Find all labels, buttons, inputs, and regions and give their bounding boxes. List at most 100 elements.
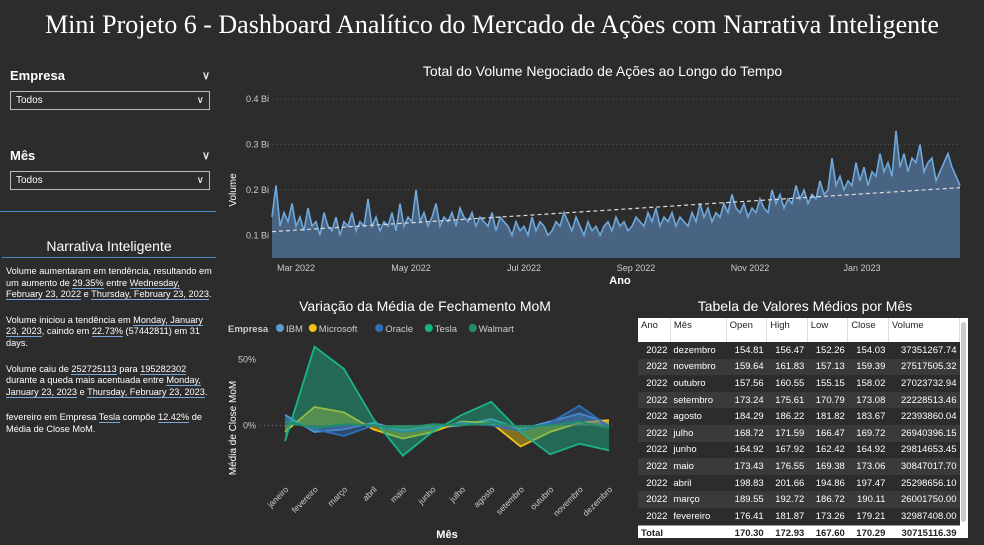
table-cell: 169.38: [815, 460, 845, 472]
slicer-mes-dropdown[interactable]: Todos ∨: [10, 171, 210, 190]
dashboard-title: Mini Projeto 6 - Dashboard Analítico do …: [45, 10, 939, 39]
series-line-microsoft: [284, 406, 610, 448]
table-row[interactable]: 2022 março 189.55 192.72 186.72 190.11 2600175…: [638, 491, 960, 508]
table-cell: 2022: [646, 361, 668, 373]
series-line-tesla: [284, 345, 610, 457]
table-cell: fevereiro: [673, 510, 711, 522]
volume-chart[interactable]: Volume Ano 0.1 Bi 0.2 Bi 0.3 Bi 0.4 Bi Mar …: [222, 80, 982, 290]
table-cell: 156.47: [775, 344, 805, 356]
column-header[interactable]: High: [766, 318, 808, 342]
table-row[interactable]: 2022 agosto 184.29 186.22 181.82 183.67 223938…: [638, 408, 960, 425]
narrative-paragraph: Volume caiu de 252725113 para 195282302 …: [6, 363, 208, 398]
table-row[interactable]: 2022 outubro 157.56 160.55 155.15 158.02 27023…: [638, 375, 960, 392]
legend-label: Oracle: [385, 324, 413, 335]
table-row[interactable]: 2022 fevereiro 176.41 181.87 173.26 179.21 329…: [638, 507, 960, 526]
table-cell: 27023732.94: [901, 377, 957, 389]
chevron-down-icon[interactable]: ∨: [201, 69, 210, 82]
x-tick-label: novembro: [551, 484, 585, 518]
series-line-walmart: [284, 420, 610, 430]
legend-label: IBM: [286, 324, 303, 335]
dropdown-arrow-icon[interactable]: ∨: [196, 175, 204, 186]
x-tick-label: maio: [388, 484, 408, 504]
legend-marker: [468, 324, 477, 332]
table-cell: agosto: [673, 411, 702, 423]
column-header[interactable]: Open: [726, 318, 768, 342]
column-header[interactable]: Ano: [638, 318, 671, 342]
summary-table[interactable]: Ano Mês Open High Low Close Volume 2022 dezembr…: [638, 318, 968, 538]
dropdown-arrow-icon[interactable]: ∨: [196, 95, 204, 106]
table-total-cell: 170.29: [847, 524, 889, 538]
mom-chart-title: Variação da Média de Fechamento MoM: [299, 298, 551, 314]
table-cell: 2022: [646, 377, 668, 389]
table-cell: junho: [673, 444, 697, 456]
table-cell: 155.15: [815, 377, 845, 389]
table-cell: julho: [673, 427, 694, 439]
table-cell: 168.72: [734, 427, 764, 439]
table-row[interactable]: 2022 novembro 159.64 161.83 157.13 159.39 2751…: [638, 358, 960, 376]
slicer-mes[interactable]: Mês ∨ Todos ∨: [10, 147, 210, 190]
table-total-row: Total 170.30 172.93 167.60 170.29 30715116.39: [638, 524, 960, 538]
volume-area: [272, 130, 960, 258]
table-cell: 192.72: [775, 494, 805, 506]
slicer-mes-label: Mês: [10, 147, 36, 163]
table-cell: setembro: [673, 394, 713, 406]
table-cell: 30847017.70: [901, 460, 957, 472]
legend-marker: [424, 324, 433, 332]
table-cell: 22393860.04: [901, 411, 957, 423]
table-row[interactable]: 2022 abril 198.83 201.66 194.86 197.47 2529865…: [638, 474, 960, 492]
table-cell: 198.83: [734, 477, 764, 489]
x-tick-label: Nov 2022: [731, 263, 770, 273]
table-cell: 176.55: [775, 460, 805, 472]
table-cell: 2022: [646, 494, 668, 506]
legend-label: Tesla: [435, 324, 458, 335]
table-row[interactable]: 2022 junho 164.92 167.92 162.42 164.92 2981465…: [638, 441, 960, 459]
table-cell: 154.03: [856, 344, 886, 356]
column-header[interactable]: Low: [807, 318, 849, 342]
y-tick-label: 0.1 Bi: [246, 230, 269, 240]
table-cell: 176.41: [734, 510, 764, 522]
table-cell: 162.42: [815, 444, 845, 456]
table-total-cell: 172.93: [766, 524, 808, 538]
table-cell: 173.26: [815, 510, 845, 522]
chevron-down-icon[interactable]: ∨: [201, 149, 210, 162]
table-cell: 164.92: [856, 444, 886, 456]
mom-chart[interactable]: Empresa IBM Microsoft Oracle Tesla Walmart M…: [222, 318, 632, 543]
table-title: Tabela de Valores Médios por Mês: [697, 298, 913, 314]
volume-trendline: [271, 187, 961, 233]
x-tick-label: julho: [447, 484, 468, 505]
table-cell: 197.47: [856, 477, 886, 489]
column-header[interactable]: Close: [847, 318, 889, 342]
table-row[interactable]: 2022 dezembro 154.81 156.47 152.26 154.03 3735…: [638, 342, 960, 359]
table-row[interactable]: 2022 setembro 173.24 175.61 170.79 173.08 2222…: [638, 391, 960, 409]
table-row[interactable]: 2022 maio 173.43 176.55 169.38 173.06 30847017…: [638, 458, 960, 475]
table-cell: 186.22: [775, 411, 805, 423]
table-total-cell: 30715116.39: [888, 524, 960, 538]
table-cell: 26001750.00: [901, 494, 957, 506]
slicer-empresa[interactable]: Empresa ∨ Todos ∨: [10, 67, 210, 110]
table-cell: 173.43: [734, 460, 764, 472]
table-cell: 157.13: [815, 361, 845, 373]
table-cell: 173.24: [734, 394, 764, 406]
table-cell: 170.79: [815, 394, 845, 406]
series-area-tesla: [285, 346, 609, 456]
x-tick-label: abril: [360, 484, 379, 503]
table-cell: 157.56: [734, 377, 764, 389]
column-header[interactable]: Mês: [670, 318, 727, 342]
x-tick-label: Sep 2022: [617, 263, 656, 273]
slicer-empresa-dropdown[interactable]: Todos ∨: [10, 91, 210, 110]
legend-label: Walmart: [479, 324, 514, 335]
table-cell: 27517505.32: [901, 361, 957, 373]
x-tick-label: março: [326, 484, 350, 508]
slicer-empresa-value: Todos: [16, 95, 43, 106]
legend-marker: [308, 324, 317, 332]
mom-x-axis-label: Mês: [436, 529, 457, 541]
x-tick-label: Jan 2023: [843, 263, 880, 273]
slicer-empresa-label: Empresa: [10, 67, 65, 83]
slicer-mes-value: Todos: [16, 175, 43, 186]
column-header[interactable]: Volume: [888, 318, 961, 342]
table-scrollbar[interactable]: [961, 322, 966, 522]
legend-marker: [375, 324, 384, 332]
volume-y-axis-label: Volume: [228, 173, 239, 207]
y-tick-label: 0.4 Bi: [246, 94, 269, 104]
table-row[interactable]: 2022 julho 168.72 171.59 166.47 169.72 2694039…: [638, 424, 960, 442]
